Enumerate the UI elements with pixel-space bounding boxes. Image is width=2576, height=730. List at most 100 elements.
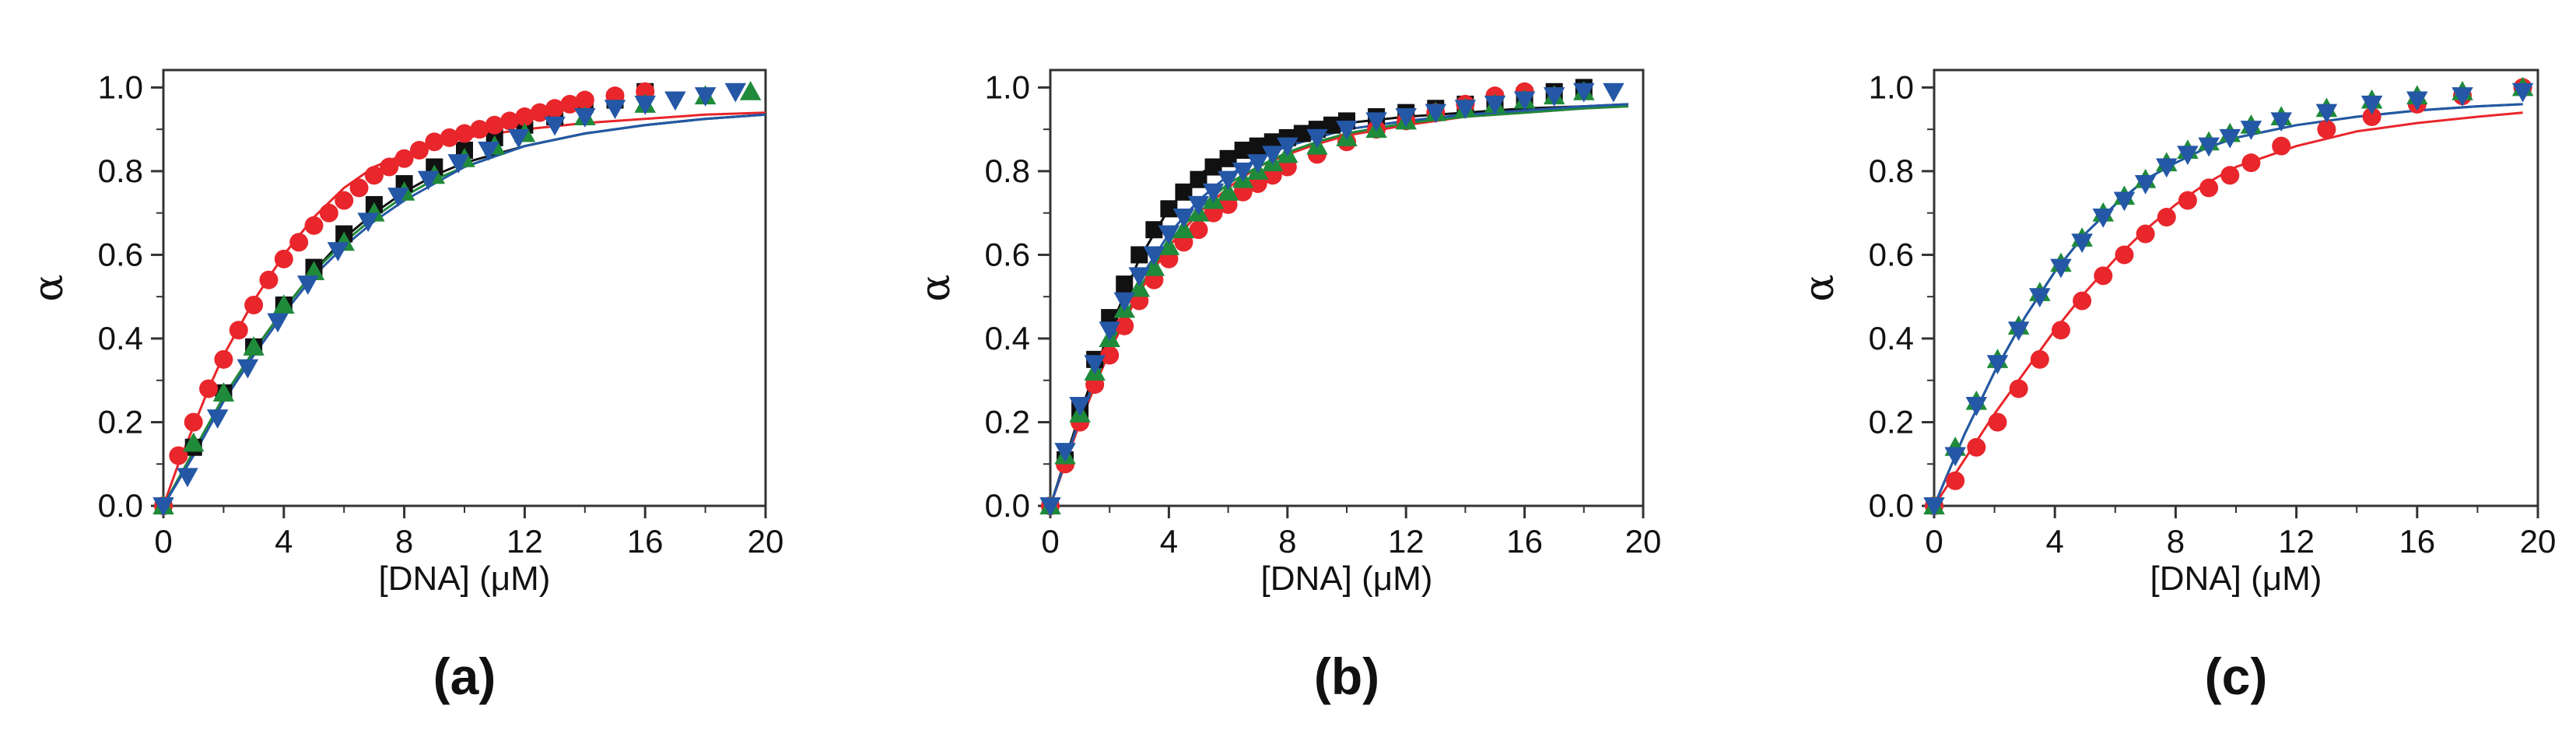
x-tick-label: 0: [154, 523, 172, 560]
data-point-triangle-down: [2007, 321, 2030, 341]
x-tick-label: 8: [395, 523, 413, 560]
data-point-triangle-down: [2050, 258, 2072, 279]
y-tick-label: 0.2: [98, 403, 143, 440]
data-point-square: [1145, 221, 1163, 239]
data-point-circle: [545, 99, 565, 118]
y-tick-label: 0.2: [1869, 403, 1914, 440]
data-point-circle: [470, 120, 489, 139]
data-point-triangle-down: [357, 212, 379, 233]
x-tick-label: 12: [2278, 523, 2315, 560]
data-point-circle: [1988, 412, 2007, 432]
x-tick-label: 12: [506, 523, 543, 560]
data-point-triangle-down: [1069, 396, 1091, 416]
data-point-triangle-up: [1158, 235, 1180, 255]
y-tick-label: 0.8: [98, 153, 143, 189]
data-point-triangle-down: [1484, 95, 1506, 115]
data-point-triangle-up: [1128, 277, 1151, 297]
y-axis-label: α: [913, 274, 959, 301]
y-tick-label: 0.8: [1869, 153, 1914, 189]
y-tick-label: 0.4: [1869, 320, 1914, 356]
data-point-triangle-down: [1246, 154, 1269, 174]
data-point-circle: [575, 90, 594, 110]
x-tick-label: 16: [2399, 523, 2435, 560]
data-point-square: [1116, 276, 1134, 293]
data-point-triangle-down: [1306, 128, 1328, 149]
y-tick-label: 1.0: [1869, 68, 1914, 105]
y-tick-label: 0.0: [98, 487, 143, 524]
data-point-triangle-down: [2156, 158, 2178, 178]
data-point-triangle-down: [2113, 191, 2136, 212]
panel-label: (a): [433, 648, 496, 705]
x-axis-label: [DNA] (μM): [1261, 560, 1433, 598]
data-point-circle: [169, 446, 188, 465]
data-point-circle: [560, 94, 580, 114]
data-point-triangle-down: [1172, 209, 1195, 228]
data-point-triangle-down: [1944, 447, 1966, 467]
data-point-triangle-down: [2198, 137, 2220, 157]
data-point-triangle-down: [177, 468, 198, 488]
data-point-circle: [319, 203, 338, 223]
data-point-circle: [2241, 153, 2261, 173]
data-point-triangle-down: [2240, 121, 2262, 140]
data-point-circle: [515, 107, 534, 127]
data-point-triangle-down: [1099, 321, 1120, 341]
data-point-triangle-down: [1113, 292, 1135, 312]
data-point-circle: [1115, 316, 1134, 335]
fit-curve: [1934, 103, 2523, 506]
data-point-triangle-down: [447, 154, 470, 174]
data-point-triangle-down: [604, 100, 626, 120]
x-tick-label: 8: [1278, 523, 1296, 560]
data-point-square: [1130, 246, 1148, 264]
data-point-circle: [259, 270, 279, 290]
data-point-triangle-down: [1365, 112, 1387, 132]
panel-a: 0 4 8 12 16 20 0.0 0.2 0.4 0.6 0.8 1.0 [DNA] (μM) α (a…: [26, 68, 783, 705]
x-axis-label: [DNA] (μM): [379, 560, 551, 598]
data-point-triangle-down: [1454, 100, 1477, 120]
data-point-triangle-down: [1425, 104, 1447, 124]
data-point-triangle-down: [297, 276, 319, 295]
data-point-circle: [394, 149, 414, 168]
data-point-circle: [485, 115, 504, 135]
x-tick-label: 20: [2520, 523, 2557, 560]
x-tick-label: 16: [627, 523, 664, 560]
data-point-triangle-down: [1262, 146, 1284, 166]
data-point-triangle-down: [1054, 443, 1076, 462]
data-point-triangle-down: [1603, 82, 1624, 103]
data-point-square: [1234, 142, 1252, 160]
data-point-triangle-down: [2270, 112, 2292, 132]
data-point-triangle-down: [1232, 162, 1254, 182]
y-tick-label: 0.0: [1869, 487, 1914, 524]
data-point-triangle-down: [2134, 175, 2157, 195]
x-tick-label: 4: [2046, 523, 2064, 560]
data-point-triangle-down: [2029, 288, 2051, 307]
data-point-circle: [2178, 191, 2197, 210]
y-tick-label: 1.0: [98, 68, 143, 105]
data-point-circle: [289, 233, 309, 252]
data-point-triangle-down: [507, 128, 530, 149]
data-point-triangle-up: [1217, 181, 1239, 201]
data-point-circle: [2220, 166, 2240, 185]
data-point-circle: [2009, 379, 2028, 398]
data-point-triangle-down: [327, 242, 349, 261]
data-point-circle: [364, 166, 384, 185]
x-tick-label: 8: [2167, 523, 2185, 560]
data-point-circle: [2115, 245, 2134, 265]
data-point-square: [1219, 149, 1237, 167]
y-tick-label: 0.0: [985, 487, 1030, 524]
data-point-triangle-down: [2315, 104, 2338, 124]
data-point-triangle-up: [243, 335, 265, 356]
data-point-circle: [380, 157, 399, 177]
panel-label: (c): [2205, 648, 2268, 705]
data-point-circle: [409, 141, 429, 160]
data-point-triangle-down: [1158, 225, 1180, 245]
data-point-circle: [1967, 437, 1986, 457]
data-point-triangle-down: [2092, 209, 2115, 228]
data-point-triangle-down: [2360, 95, 2383, 115]
data-point-triangle-down: [2511, 82, 2534, 103]
data-point-triangle-down: [1202, 183, 1225, 203]
data-point-circle: [2136, 224, 2155, 244]
data-point-circle: [244, 295, 264, 314]
data-point-circle: [500, 111, 520, 131]
y-tick-label: 0.6: [985, 236, 1030, 272]
data-point-triangle-down: [1128, 267, 1151, 287]
